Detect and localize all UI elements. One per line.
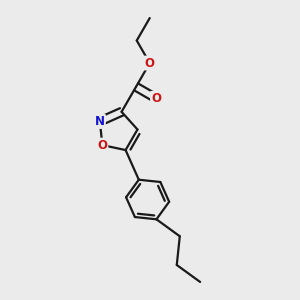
Text: O: O [145, 57, 155, 70]
Text: N: N [95, 115, 105, 128]
Text: O: O [151, 92, 161, 105]
Text: O: O [98, 139, 107, 152]
